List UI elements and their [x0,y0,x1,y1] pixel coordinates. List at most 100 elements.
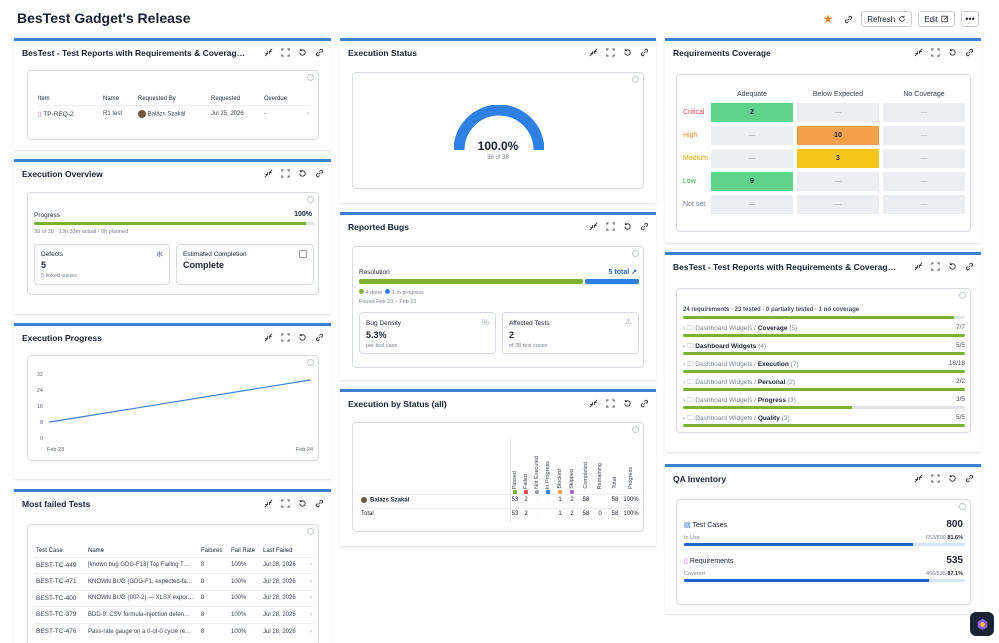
expand-icon[interactable] [280,498,291,509]
link-icon[interactable] [314,47,325,58]
expand-icon[interactable] [930,261,941,272]
requirement-group-row[interactable]: › 🗀 Dashboard Widgets / Execution (7) 18/… [683,360,965,378]
coverage-cell[interactable]: 2 [711,103,793,122]
link-icon[interactable] [639,47,650,58]
more-options-button[interactable]: ••• [961,11,979,27]
star-icon[interactable]: ★ [822,12,834,26]
coverage-cell[interactable]: — [883,126,965,145]
test-cases-stats: 653/800 81.6% [926,535,963,541]
refresh-icon[interactable] [947,47,958,58]
collapse-icon[interactable] [263,332,274,343]
refresh-icon[interactable] [297,168,308,179]
test-case-link[interactable]: BEST-TC-471 [34,573,86,590]
test-case-link[interactable]: BEST-TC-400 [34,589,86,607]
test-case-link[interactable]: BEST-TC-476 [34,622,86,640]
collapse-icon[interactable] [263,168,274,179]
status-cell: 2 [524,497,528,503]
coverage-cell[interactable]: 10 [797,126,879,145]
collapse-icon[interactable] [588,47,599,58]
coverage-cell[interactable]: — [711,195,793,214]
panel-toolbar [263,498,325,509]
collapse-icon[interactable] [913,473,924,484]
edit-button[interactable]: Edit [918,11,955,27]
link-icon[interactable] [314,168,325,179]
coverage-cell[interactable]: — [797,103,879,122]
group-count: (3) [781,415,790,422]
table-row[interactable]: BEST-TC-471 KNOWN BUG (GDG-F1, expected-f… [34,573,314,590]
info-icon[interactable] [632,426,639,433]
collapse-icon[interactable] [588,221,599,232]
expand-icon[interactable] [930,47,941,58]
requirement-group-row[interactable]: › 🗀 Dashboard Widgets / Personal (2) 2/2 [683,378,965,396]
info-icon[interactable] [632,76,639,83]
coverage-cell[interactable]: — [883,103,965,122]
table-row[interactable]: BEST-TC-476 Pass-rate gauge on a 0-of-0 c… [34,622,314,640]
expand-icon[interactable] [930,473,941,484]
table-row[interactable]: BEST-TC-379 BDD-9: CSV formula-injection … [34,606,314,623]
collapse-icon[interactable] [913,47,924,58]
link-icon[interactable] [841,12,855,26]
coverage-cell[interactable]: 3 [797,149,879,168]
link-icon[interactable] [964,261,975,272]
collapse-icon[interactable] [263,47,274,58]
avatar [361,497,367,503]
coverage-cell[interactable]: — [711,149,793,168]
coverage-cell[interactable]: — [797,172,879,191]
coverage-cell[interactable]: — [883,195,965,214]
table-row[interactable]: ▯ TP-REQ-2 R1 test Balázs Szakál Jul 25,… [36,104,311,122]
test-case-link[interactable]: BEST-TC-379 [34,606,86,623]
refresh-icon[interactable] [622,221,633,232]
group-count: (3) [787,397,796,404]
expand-icon[interactable] [280,332,291,343]
link-icon[interactable] [314,498,325,509]
requirement-group-row[interactable]: › 🗀 Dashboard Widgets / Progress (3) 3/5 [683,396,965,414]
expand-icon[interactable] [605,47,616,58]
requirement-group-row[interactable]: › 🗀 Dashboard Widgets / Coverage (5) 7/7 [683,324,965,342]
requirements-row[interactable]: ▯ Requirements [684,557,733,565]
expand-icon[interactable] [605,221,616,232]
refresh-icon[interactable] [297,332,308,343]
collapse-icon[interactable] [263,498,274,509]
info-icon[interactable] [307,359,314,366]
info-icon[interactable] [307,528,314,535]
info-icon[interactable] [307,196,314,203]
table-row[interactable]: BEST-TC-449 [known bug GDG-F13] Top Faili… [34,556,314,574]
info-icon[interactable] [959,503,966,510]
refresh-icon[interactable] [947,261,958,272]
group-name: Progress [757,397,786,404]
link-icon[interactable] [314,332,325,343]
expand-icon[interactable] [605,398,616,409]
requirement-group-row[interactable]: › 🗀 Dashboard Widgets (4) 5/5 [683,342,965,360]
refresh-button[interactable]: Refresh [861,11,913,27]
link-icon[interactable] [964,473,975,484]
expand-icon[interactable] [280,47,291,58]
test-cases-value: 800 [946,519,963,530]
requirement-group-row[interactable]: › 🗀 Dashboard Widgets / Quality (3) 5/5 [683,414,965,432]
bugs-total-link[interactable]: 5 total ↗ [609,268,637,276]
defects-card[interactable]: Defects ✻ 5 5 linked issues [34,244,170,285]
link-icon[interactable] [639,221,650,232]
refresh-icon[interactable] [297,498,308,509]
info-icon[interactable] [632,250,639,257]
refresh-icon[interactable] [947,473,958,484]
link-icon[interactable] [639,398,650,409]
coverage-cell[interactable]: — [883,149,965,168]
info-icon[interactable] [307,74,314,81]
coverage-cell[interactable]: 9 [711,172,793,191]
link-icon[interactable] [964,47,975,58]
coverage-cell[interactable]: — [883,172,965,191]
refresh-icon[interactable] [622,47,633,58]
table-row[interactable]: BEST-TC-400 KNOWN BUG (IXP-2) — XLSX expo… [34,589,314,607]
refresh-icon[interactable] [622,398,633,409]
test-cases-row[interactable]: ▤ Test Cases [684,521,727,529]
coverage-cell[interactable]: — [797,195,879,214]
test-case-link[interactable]: BEST-TC-449 [34,556,86,574]
item-link[interactable]: TP-REQ-2 [43,110,74,118]
refresh-icon[interactable] [297,47,308,58]
expand-icon[interactable] [280,168,291,179]
info-icon[interactable] [959,292,966,299]
collapse-icon[interactable] [913,261,924,272]
collapse-icon[interactable] [588,398,599,409]
assistant-button[interactable] [970,612,994,636]
coverage-cell[interactable]: — [711,126,793,145]
